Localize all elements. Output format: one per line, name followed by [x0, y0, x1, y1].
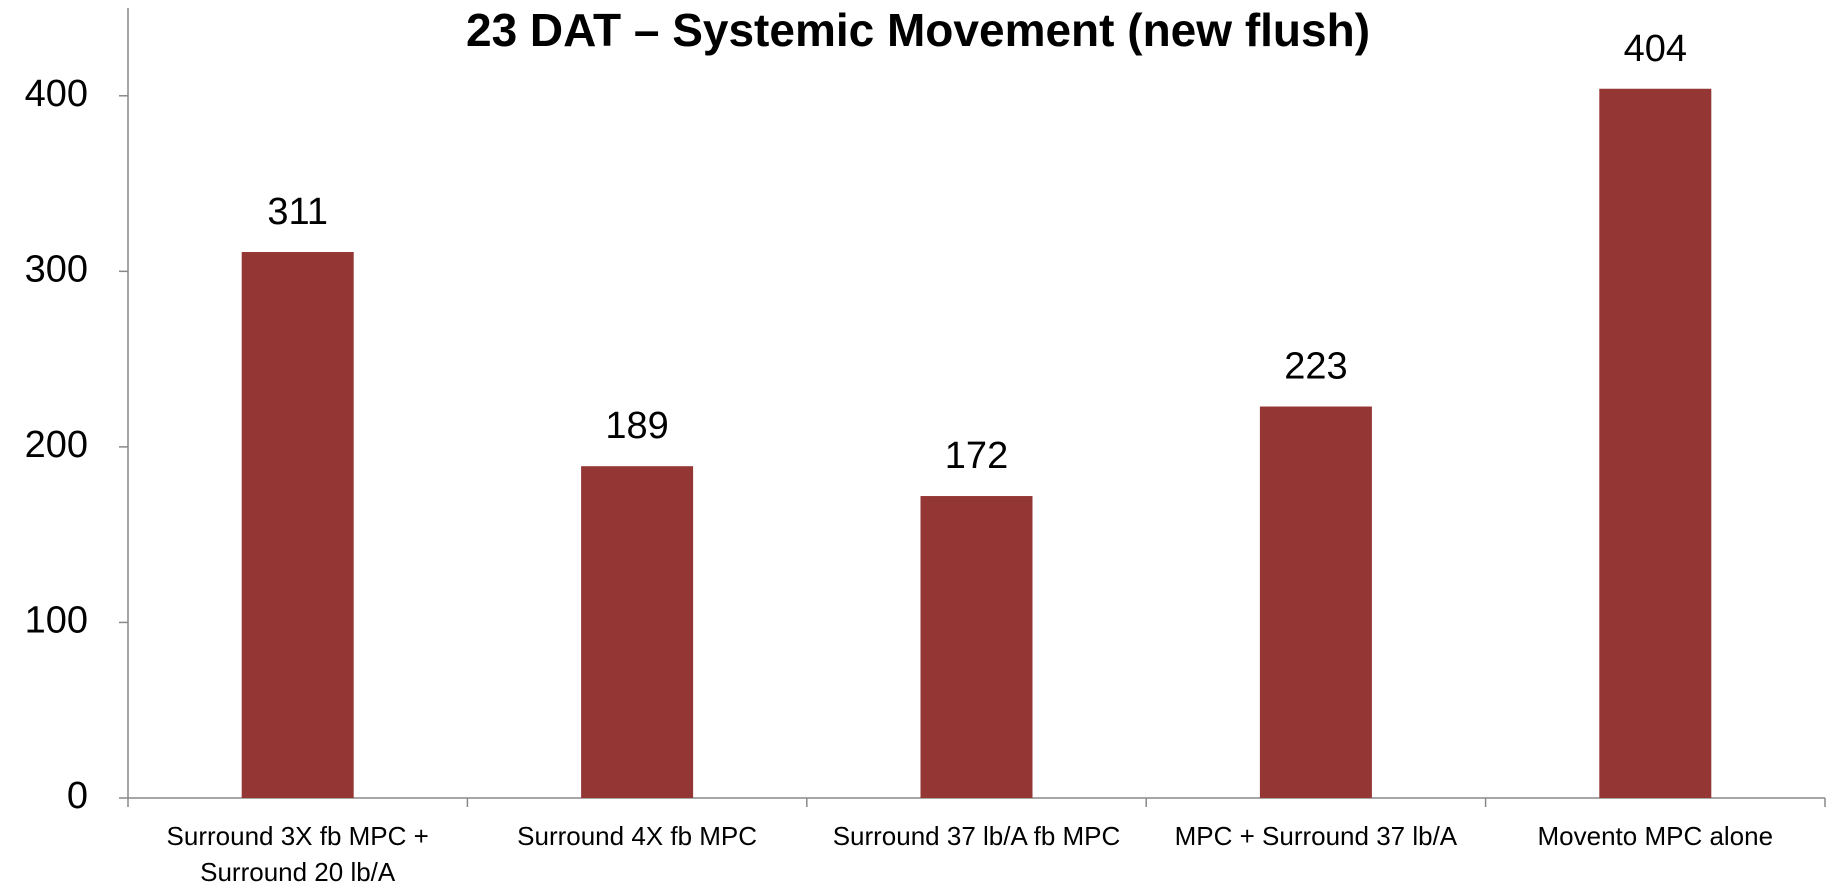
x-tick-label: Movento MPC alone	[1537, 821, 1774, 851]
y-tick-label: 400	[25, 73, 88, 115]
data-label: 172	[945, 435, 1008, 477]
data-label: 223	[1284, 346, 1347, 388]
x-tick-label: Surround 4X fb MPC	[517, 821, 758, 851]
data-label: 404	[1624, 28, 1687, 70]
y-tick-label: 200	[25, 424, 88, 466]
data-label: 189	[605, 405, 668, 447]
x-tick-label: Surround 37 lb/A fb MPC	[832, 821, 1121, 851]
bar	[1599, 88, 1712, 798]
bar	[1259, 406, 1372, 798]
y-tick-label: 100	[25, 599, 88, 641]
bar	[920, 496, 1033, 798]
data-label: 311	[267, 191, 328, 233]
bar	[581, 466, 694, 798]
bar	[241, 252, 354, 798]
y-tick-label: 0	[67, 775, 88, 817]
chart-title: 23 DAT – Systemic Movement (new flush)	[466, 4, 1370, 56]
y-tick-label: 300	[25, 248, 88, 290]
x-tick-label: Surround 3X fb MPC + Surround 20 lb/A	[166, 821, 429, 887]
x-tick-label: MPC + Surround 37 lb/A	[1174, 821, 1458, 851]
